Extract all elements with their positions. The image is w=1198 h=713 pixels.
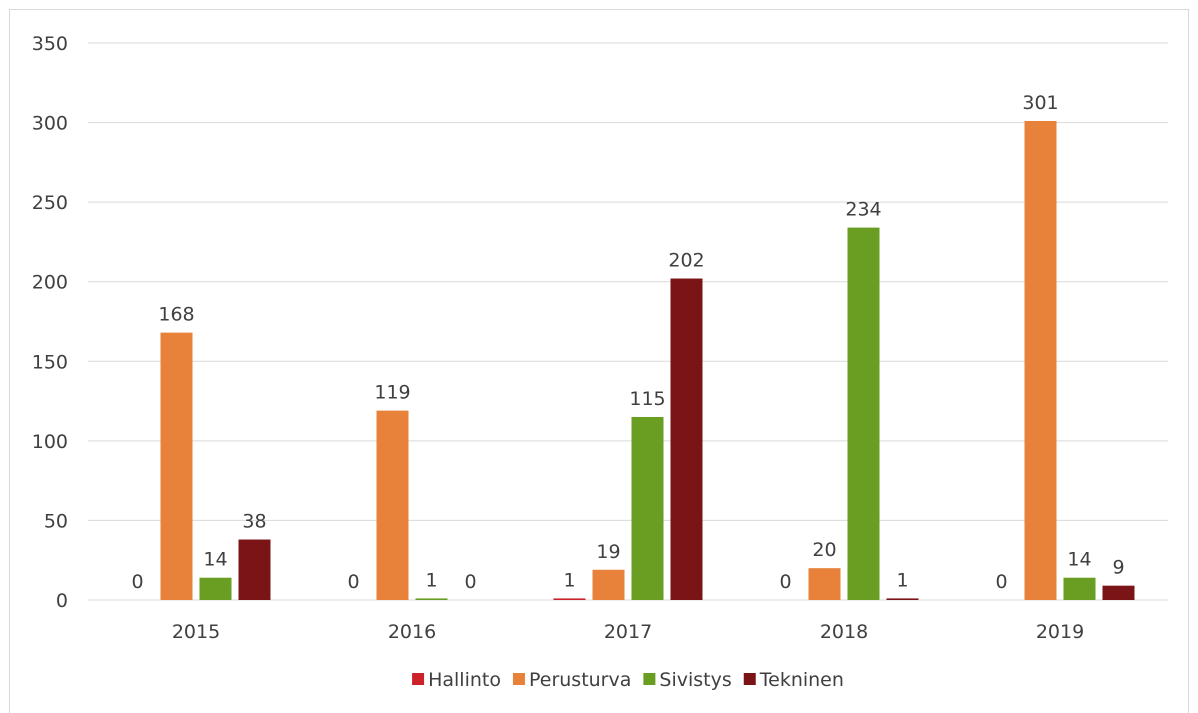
x-tick-label: 2019 xyxy=(1036,621,1084,643)
legend: Hallinto Perusturva Sivistys Tekninen xyxy=(412,669,844,691)
data-label: 19 xyxy=(596,541,620,563)
legend-label: Hallinto xyxy=(428,669,501,691)
bar-perusturva-2015 xyxy=(160,332,193,600)
bar-tekninen-2015 xyxy=(238,539,271,600)
data-label: 9 xyxy=(1112,557,1124,579)
data-label: 0 xyxy=(131,571,143,593)
legend-item-tekninen: Tekninen xyxy=(743,669,844,691)
data-label: 1 xyxy=(425,569,437,591)
data-label: 0 xyxy=(464,571,476,593)
bar-sivistys-2016 xyxy=(415,598,448,600)
data-label: 168 xyxy=(158,304,194,326)
data-label: 119 xyxy=(374,382,410,404)
y-tick-label: 50 xyxy=(44,510,68,532)
x-tick-label: 2016 xyxy=(388,621,436,643)
legend-item-hallinto: Hallinto xyxy=(412,669,501,691)
bar-sivistys-2018 xyxy=(847,227,880,600)
x-axis-ticks: 2015 2016 2017 2018 2019 xyxy=(172,621,1084,643)
data-label: 20 xyxy=(812,539,836,561)
x-tick-label: 2017 xyxy=(604,621,652,643)
legend-label: Perusturva xyxy=(529,669,631,691)
legend-item-sivistys: Sivistys xyxy=(643,669,732,691)
bars xyxy=(160,120,1135,600)
legend-item-perusturva: Perusturva xyxy=(512,669,631,691)
legend-swatch xyxy=(743,673,756,685)
data-label: 38 xyxy=(242,511,266,533)
bar-perusturva-2017 xyxy=(592,569,625,600)
x-tick-label: 2018 xyxy=(820,621,868,643)
bar-perusturva-2018 xyxy=(808,568,841,600)
bar-perusturva-2016 xyxy=(376,410,409,600)
bar-tekninen-2019 xyxy=(1102,585,1135,600)
bar-sivistys-2015 xyxy=(199,577,232,600)
data-label: 0 xyxy=(779,571,791,593)
y-tick-label: 250 xyxy=(32,192,68,214)
bar-perusturva-2019 xyxy=(1024,120,1057,600)
y-tick-label: 0 xyxy=(56,590,68,612)
data-label: 14 xyxy=(1067,549,1091,571)
bar-sivistys-2017 xyxy=(631,416,664,600)
data-label: 0 xyxy=(347,571,359,593)
y-axis-ticks: 0 50 100 150 200 250 300 350 xyxy=(32,33,68,612)
y-tick-label: 150 xyxy=(32,351,68,373)
x-tick-label: 2015 xyxy=(172,621,220,643)
data-label: 202 xyxy=(668,250,704,272)
bar-hallinto-2017 xyxy=(553,598,586,600)
bar-tekninen-2018 xyxy=(886,598,919,600)
y-tick-label: 350 xyxy=(32,33,68,55)
data-label: 234 xyxy=(845,199,881,221)
bar-tekninen-2017 xyxy=(670,278,703,600)
data-label: 1 xyxy=(896,569,908,591)
legend-swatch xyxy=(643,673,656,685)
data-label: 301 xyxy=(1022,92,1058,114)
data-label: 1 xyxy=(563,569,575,591)
legend-swatch xyxy=(412,673,425,685)
legend-label: Tekninen xyxy=(759,669,844,691)
data-label: 115 xyxy=(629,388,665,410)
bar-sivistys-2019 xyxy=(1063,577,1096,600)
y-tick-label: 200 xyxy=(32,272,68,294)
data-label: 14 xyxy=(203,549,227,571)
y-tick-label: 100 xyxy=(32,431,68,453)
legend-swatch xyxy=(512,673,525,685)
legend-label: Sivistys xyxy=(659,669,731,691)
y-tick-label: 300 xyxy=(32,113,68,135)
data-label: 0 xyxy=(995,571,1007,593)
